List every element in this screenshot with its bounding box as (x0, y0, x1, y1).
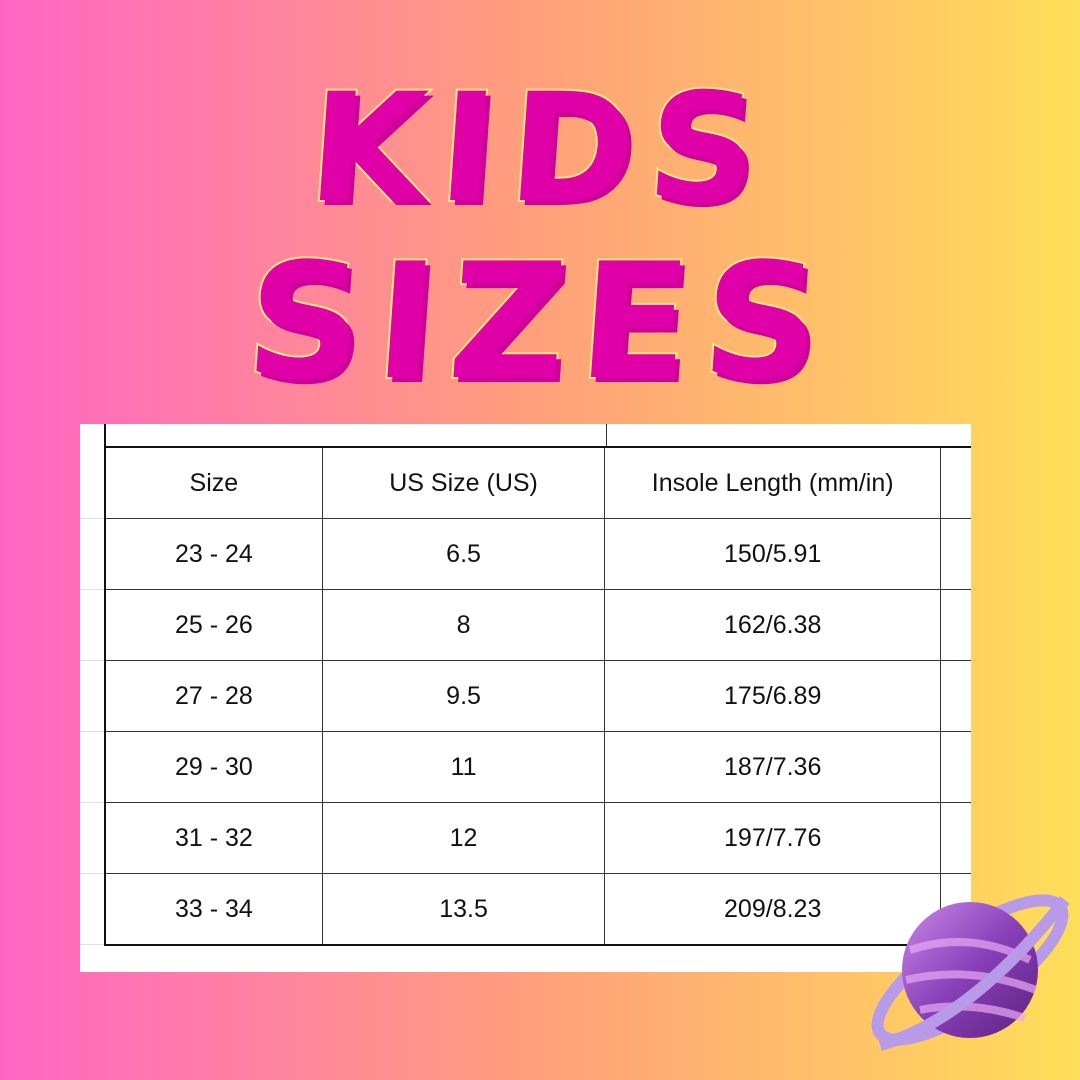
header-us-size: US Size (US) (321, 446, 606, 519)
cell-size: 25 - 26 (103, 589, 323, 661)
table-row: 29 - 30 11 187/7.36 (103, 731, 971, 803)
cell-extra (940, 518, 971, 590)
cell-us-size: 11 (321, 731, 606, 803)
cell-extra (940, 660, 971, 732)
cell-extra (940, 589, 971, 661)
title-sizes: SIZES (239, 226, 841, 417)
size-table: Size US Size (US) Insole Length (mm/in) … (103, 446, 971, 946)
row-gutter (80, 731, 104, 732)
row-gutter (80, 589, 104, 590)
cell-us-size: 9.5 (321, 660, 606, 732)
cell-us-size: 8 (321, 589, 606, 661)
cell-extra (940, 731, 971, 803)
row-gutter (80, 660, 104, 661)
row-gutter (80, 944, 104, 945)
table-row: 23 - 24 6.5 150/5.91 (103, 518, 971, 590)
row-gutter (80, 873, 104, 874)
cell-size: 23 - 24 (103, 518, 323, 590)
row-gutter (80, 802, 104, 803)
cell-insole: 197/7.76 (604, 802, 942, 874)
cell-insole: 187/7.36 (604, 731, 942, 803)
cell-extra (940, 802, 971, 874)
cell-size: 27 - 28 (103, 660, 323, 732)
table-row: 31 - 32 12 197/7.76 (103, 802, 971, 874)
cell-insole: 150/5.91 (604, 518, 942, 590)
table-header-row: Size US Size (US) Insole Length (mm/in) (103, 446, 971, 519)
table-row: 27 - 28 9.5 175/6.89 (103, 660, 971, 732)
cell-insole: 162/6.38 (604, 589, 942, 661)
table-top-strip (104, 424, 607, 446)
table-row: 25 - 26 8 162/6.38 (103, 589, 971, 661)
cell-us-size: 12 (321, 802, 606, 874)
planet-icon (871, 894, 1070, 1051)
row-gutter (80, 518, 104, 519)
table-row: 33 - 34 13.5 209/8.23 (103, 873, 971, 946)
cell-size: 31 - 32 (103, 802, 323, 874)
cell-insole: 209/8.23 (604, 873, 942, 946)
cell-size: 29 - 30 (103, 731, 323, 803)
size-table-sheet: Size US Size (US) Insole Length (mm/in) … (80, 424, 971, 972)
cell-us-size: 6.5 (321, 518, 606, 590)
cell-size: 33 - 34 (103, 873, 323, 946)
header-size: Size (103, 446, 323, 519)
title-kids: KIDS (302, 60, 779, 238)
header-extra (940, 446, 971, 519)
cell-insole: 175/6.89 (604, 660, 942, 732)
header-insole-length: Insole Length (mm/in) (604, 446, 942, 519)
cell-us-size: 13.5 (321, 873, 606, 946)
